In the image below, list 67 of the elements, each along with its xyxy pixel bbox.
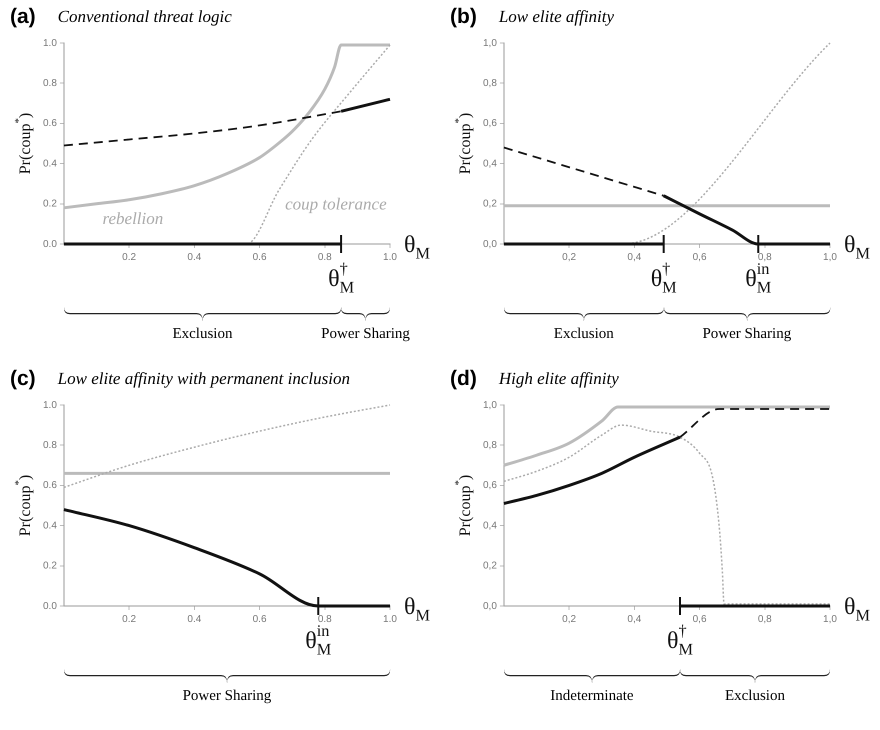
x-tick-label: 0.8 (318, 252, 332, 263)
y-tick-label: 0,4 (482, 520, 498, 532)
y-axis-title: Pr(coup*) (452, 474, 474, 536)
y-tick-label: 1,0 (482, 400, 498, 411)
chart-subtitle: High elite affinity (498, 369, 619, 389)
y-tick-label: 0,8 (482, 78, 498, 89)
text: Exclusion (724, 688, 785, 705)
x-tick-label: 0.2 (122, 614, 137, 625)
y-tick-label: 0.8 (42, 78, 58, 89)
y-tick-label: 0.4 (42, 520, 58, 532)
x-tick-label: 0.2 (122, 252, 137, 263)
chart-title: (d) (450, 367, 477, 391)
y-tick-label: 0,6 (482, 118, 498, 130)
y-tick-label: 0.0 (42, 600, 58, 612)
text: Power Sharing (182, 688, 272, 705)
chart-subtitle: Conventional threat logic (58, 7, 232, 27)
text: Indeterminate (550, 688, 634, 705)
x-tick-label: 1,0 (823, 252, 838, 263)
x-tick-label: 0,6 (692, 252, 707, 263)
y-tick-label: 0.0 (42, 238, 58, 250)
y-axis-title: Pr(coup*) (12, 112, 34, 174)
x-tick-label: 0.4 (187, 614, 202, 625)
chart-title: (a) (10, 5, 36, 29)
text: Exclusion (554, 326, 614, 343)
chart-title: (b) (450, 5, 477, 29)
y-tick-label: 1.0 (42, 400, 58, 411)
y-tick-label: 0.2 (42, 198, 58, 210)
line-series (502, 406, 832, 467)
text: Power Sharing (321, 326, 410, 343)
y-tick-label: 0.6 (42, 480, 58, 492)
x-tick-label: 0,4 (627, 252, 642, 263)
x-tick-label: 0.8 (318, 614, 332, 625)
y-tick-label: 1,0 (482, 38, 498, 49)
chart-subtitle: Low elite affinity (498, 7, 614, 27)
x-tick-label: 0.4 (187, 252, 202, 263)
text: Power Sharing (702, 326, 792, 343)
y-axis-title: Pr(coup*) (12, 474, 34, 536)
y-tick-label: 0,2 (482, 560, 498, 572)
x-tick-label: 0,6 (692, 614, 707, 625)
y-tick-label: 0,4 (482, 158, 498, 170)
y-tick-label: 0,0 (482, 600, 498, 612)
y-tick-label: 0.8 (42, 440, 58, 451)
x-tick-label: 1.0 (383, 252, 398, 263)
x-tick-label: 0.6 (252, 252, 267, 263)
x-tick-label: 1,0 (823, 614, 838, 625)
chart-subtitle: Low elite affinity with permanent inclusion (58, 369, 350, 389)
text: Exclusion (172, 326, 232, 343)
y-tick-label: 0,8 (482, 440, 498, 451)
y-tick-label: 0.2 (42, 560, 58, 572)
x-tick-label: 0.6 (252, 614, 267, 625)
x-tick-label: 0,4 (627, 614, 642, 625)
annotation: rebellion (102, 208, 164, 228)
y-axis-title: Pr(coup*) (452, 112, 474, 174)
line-series (63, 404, 391, 488)
x-tick-label: 0,2 (562, 614, 577, 625)
y-tick-label: 0.6 (42, 118, 58, 130)
x-tick-label: 1.0 (383, 614, 398, 625)
x-tick-label: 0,8 (758, 614, 772, 625)
x-tick-label: 0,8 (758, 252, 772, 263)
chart-title: (c) (10, 367, 36, 391)
y-tick-label: 1.0 (42, 38, 58, 49)
annotation: coup tolerance (285, 194, 388, 214)
y-tick-label: 0.4 (42, 158, 58, 170)
y-tick-label: 0,2 (482, 198, 498, 210)
x-tick-label: 0,2 (562, 252, 577, 263)
y-tick-label: 0,0 (482, 238, 498, 250)
y-tick-label: 0,6 (482, 480, 498, 492)
